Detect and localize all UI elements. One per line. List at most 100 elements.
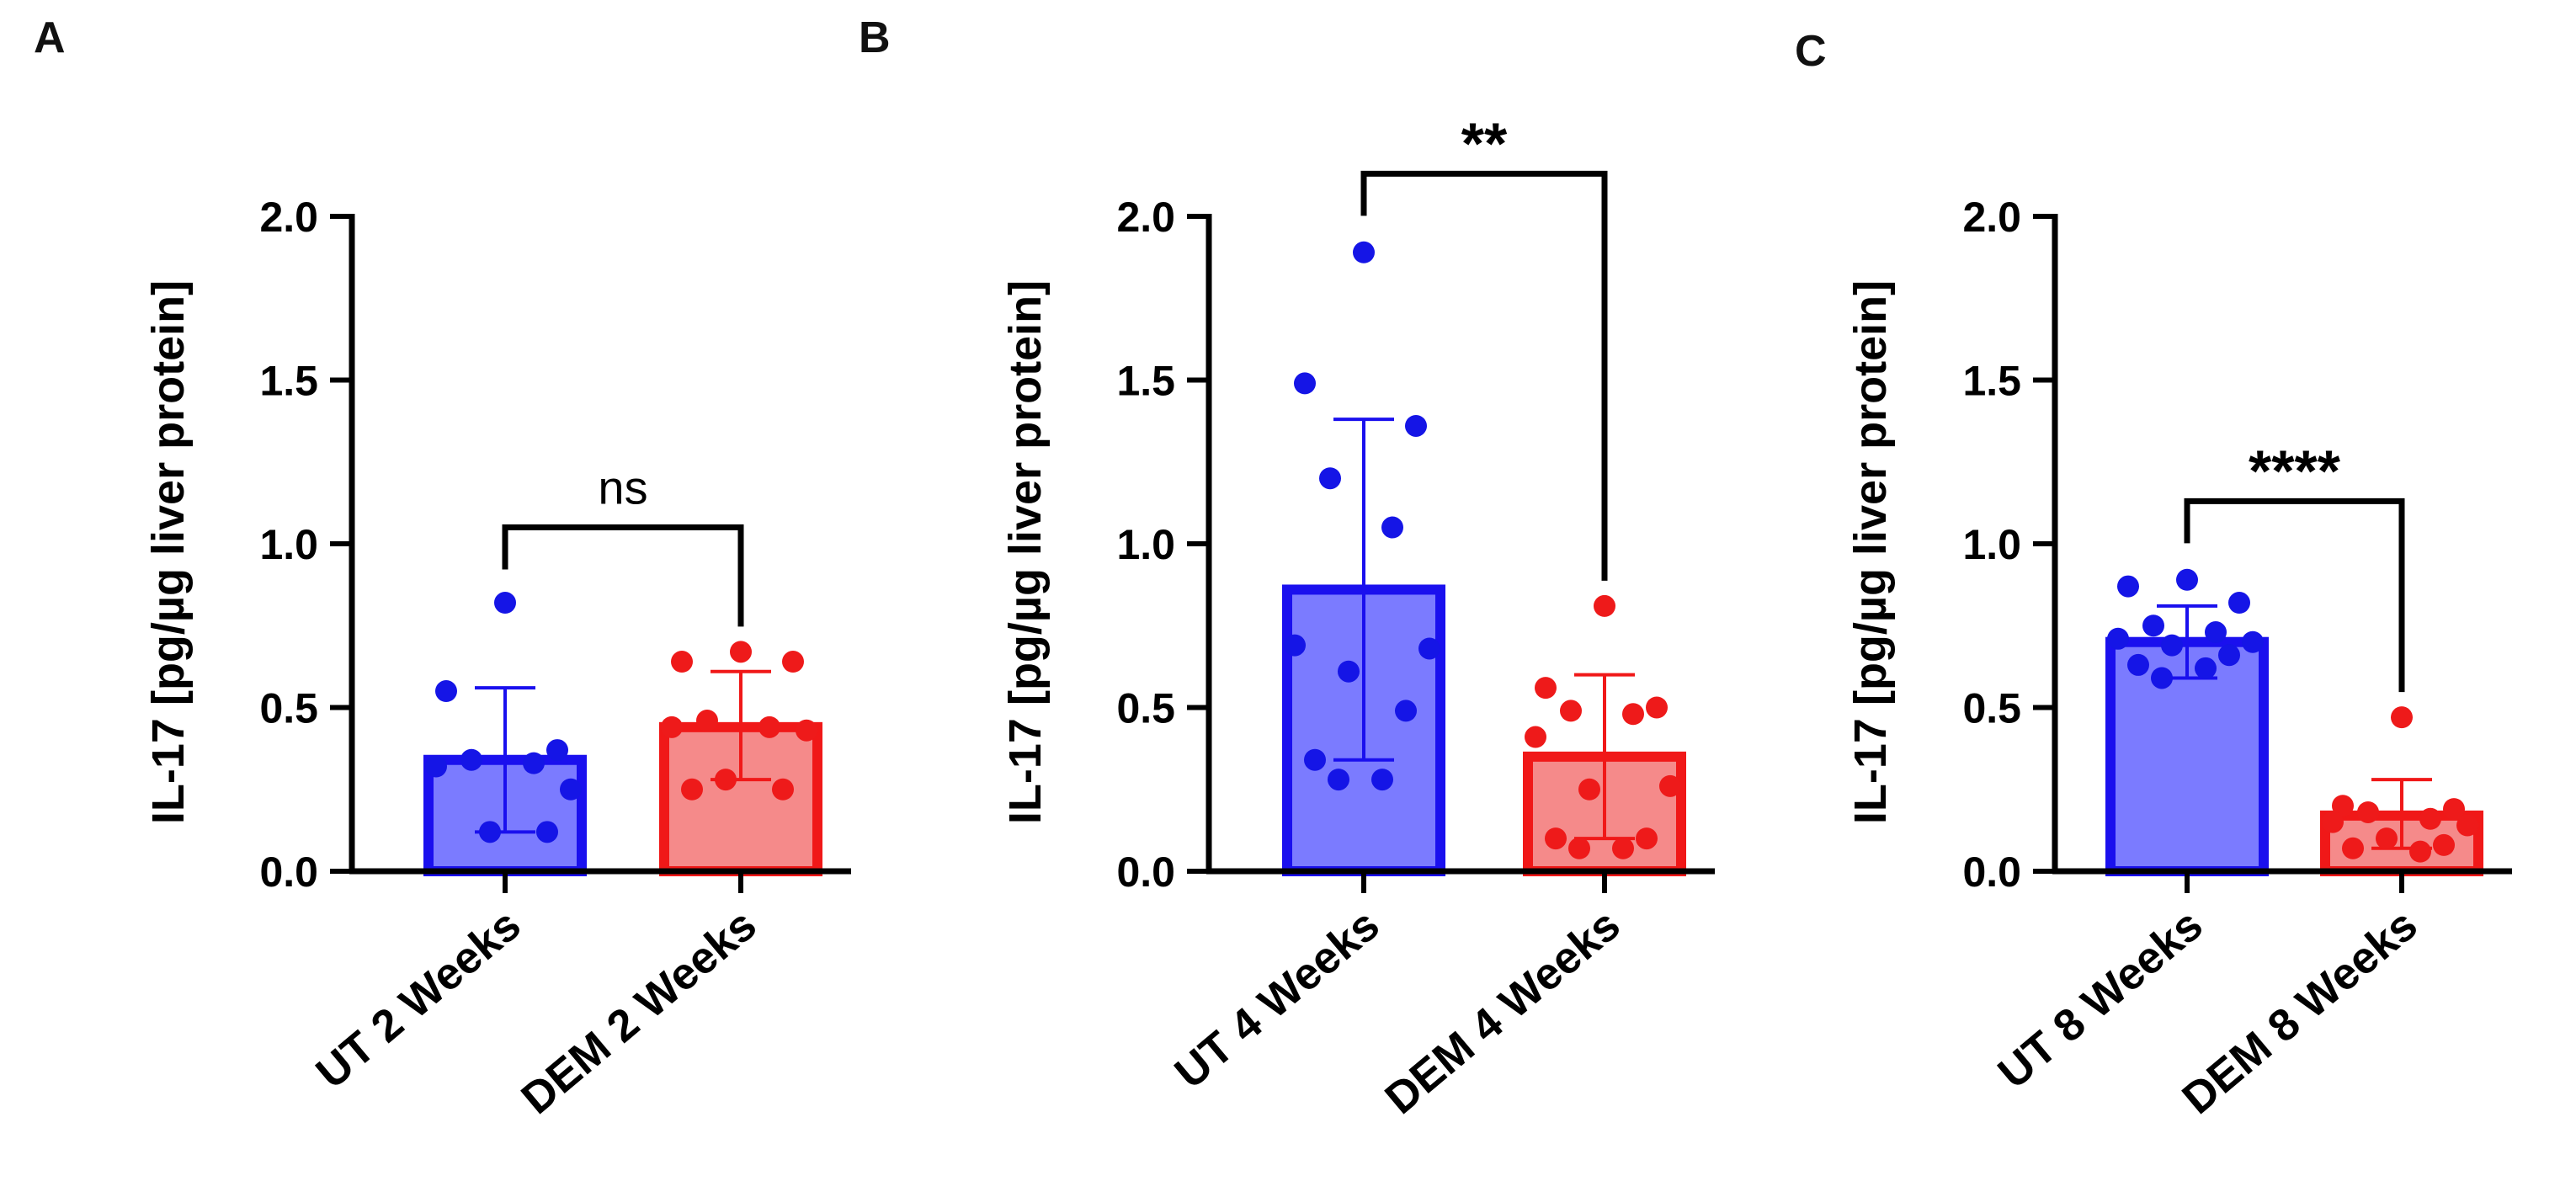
- panel-a-data-point: [681, 778, 703, 801]
- panel-c-data-point: [2409, 840, 2431, 863]
- panel-a-data-point: [696, 710, 718, 732]
- panel-b-data-point: [1535, 677, 1557, 700]
- panel-a-data-point: [796, 719, 817, 742]
- panel-a-significance-label: ns: [598, 461, 647, 514]
- panel-a-y-tick-label: 0.0: [259, 849, 318, 896]
- panel-b-data-point: [1594, 594, 1615, 617]
- panel-c-letter: C: [1795, 27, 1827, 76]
- panel-a-y-tick-label: 2.0: [259, 194, 318, 241]
- panel-c-data-point: [2195, 657, 2217, 679]
- panel-a-data-point: [772, 778, 794, 801]
- panel-b-y-axis-label: IL-17 [pg/µg liver protein]: [1000, 280, 1051, 824]
- panel-b-data-point: [1612, 837, 1634, 859]
- panel-c-category-label: UT 8 Weeks: [1989, 900, 2212, 1099]
- panel-c-y-tick-label: 0.5: [1962, 685, 2021, 732]
- panel-c-data-point: [2443, 798, 2465, 821]
- panel-c-data-point: [2161, 634, 2183, 657]
- panel-c-data-point: [2332, 795, 2354, 817]
- panel-b-data-point: [1294, 372, 1316, 395]
- panel-c-y-axis-label: IL-17 [pg/µg liver protein]: [1845, 280, 1896, 824]
- panel-a-data-point: [782, 651, 804, 673]
- panel-c-data-point: [2419, 807, 2441, 830]
- panel-c-data-point: [2142, 614, 2164, 637]
- panel-b-y-tick-label: 0.5: [1116, 685, 1175, 732]
- panel-b-data-point: [1284, 634, 1306, 657]
- panel-b-data-point: [1525, 726, 1546, 748]
- panel-a-letter: A: [34, 13, 66, 62]
- panel-b-data-point: [1338, 660, 1360, 683]
- panel-b-data-point: [1371, 769, 1393, 791]
- panel-a-data-point: [671, 651, 693, 673]
- panel-a-significance-bracket: [502, 524, 744, 627]
- panel-b-data-point: [1304, 748, 1326, 771]
- panel-a-data-point: [715, 769, 737, 791]
- panel-b-data-point: [1418, 637, 1440, 660]
- panel-c-data-point: [2151, 667, 2173, 689]
- panel-b-data-point: [1353, 241, 1375, 263]
- panel-b-data-point: [1659, 774, 1681, 797]
- panel-b-significance-label: **: [1461, 110, 1508, 176]
- panel-c-data-point: [2107, 627, 2129, 650]
- panel-b-data-point: [1622, 703, 1644, 726]
- panel-c-y-tick-label: 0.0: [1962, 849, 2021, 896]
- panel-b-y-tick-label: 1.5: [1116, 358, 1175, 405]
- panel-a-data-point: [758, 716, 780, 738]
- panel-b-data-point: [1395, 700, 1417, 722]
- panel-a-data-point: [435, 680, 457, 703]
- panel-c-data-point: [2176, 568, 2198, 591]
- panel-a-data-point: [661, 716, 683, 738]
- panel-a-data-point: [460, 748, 482, 771]
- panel-c-data-point: [2357, 801, 2379, 823]
- panel-a-data-point: [523, 752, 545, 774]
- panel-a-y-tick-label: 1.5: [259, 358, 318, 405]
- panel-b-y-tick-label: 2.0: [1116, 194, 1175, 241]
- panel-c-data-point: [2456, 814, 2478, 837]
- panel-a-data-point: [730, 641, 752, 663]
- panel-c-data-point: [2342, 837, 2364, 859]
- panel-c-data-point: [2242, 630, 2264, 653]
- panel-b-data-point: [1328, 769, 1349, 791]
- panel-b-data-point: [1381, 516, 1403, 539]
- panel-b-category-label: UT 4 Weeks: [1166, 900, 1389, 1099]
- panel-a-y-tick-label: 0.5: [259, 685, 318, 732]
- panel-b-data-point: [1560, 700, 1582, 722]
- panel-b-data-point: [1636, 827, 1658, 850]
- panel-c-category-label: DEM 8 Weeks: [2174, 900, 2427, 1124]
- panel-a-data-point: [425, 755, 447, 778]
- panel-b-data-point: [1405, 414, 1427, 437]
- panel-a-data-point: [546, 739, 568, 762]
- panel-a-data-point: [536, 821, 558, 843]
- panel-c-data-point: [2205, 621, 2227, 644]
- panel-c-data-point: [2433, 833, 2455, 856]
- panel-c-data-point: [2117, 575, 2139, 598]
- panel-c-data-point: [2322, 811, 2344, 833]
- panel-a-category-label: UT 2 Weeks: [307, 900, 530, 1099]
- panel-c-significance-label: ****: [2249, 438, 2341, 503]
- panel-b-y-tick-label: 1.0: [1116, 521, 1175, 568]
- panel-b-significance-bracket: [1360, 170, 1608, 581]
- panel-b-data-point: [1568, 837, 1590, 859]
- panel-a-data-point: [560, 778, 582, 801]
- panel-c-data-point: [2228, 592, 2250, 614]
- panel-b-data-point: [1545, 827, 1567, 850]
- panel-c-data-point: [2391, 706, 2413, 729]
- panel-c-data-point: [2376, 827, 2398, 850]
- panel-a-data-point: [494, 592, 516, 614]
- panel-a-data-point: [479, 821, 501, 843]
- panel-a-y-tick-label: 1.0: [259, 521, 318, 568]
- panel-b-data-point: [1646, 696, 1668, 719]
- panel-b-letter: B: [859, 13, 891, 62]
- panel-b-data-point: [1578, 778, 1600, 801]
- panel-a-category-label: DEM 2 Weeks: [513, 900, 766, 1124]
- panel-c-data-point: [2127, 653, 2149, 676]
- panel-c-y-tick-label: 1.5: [1962, 358, 2021, 405]
- panel-c-y-tick-label: 2.0: [1962, 194, 2021, 241]
- panel-b-category-label: DEM 4 Weeks: [1376, 900, 1630, 1124]
- panel-b-y-tick-label: 0.0: [1116, 849, 1175, 896]
- panel-c-data-point: [2218, 644, 2240, 667]
- panel-c-significance-bracket: [2184, 497, 2405, 693]
